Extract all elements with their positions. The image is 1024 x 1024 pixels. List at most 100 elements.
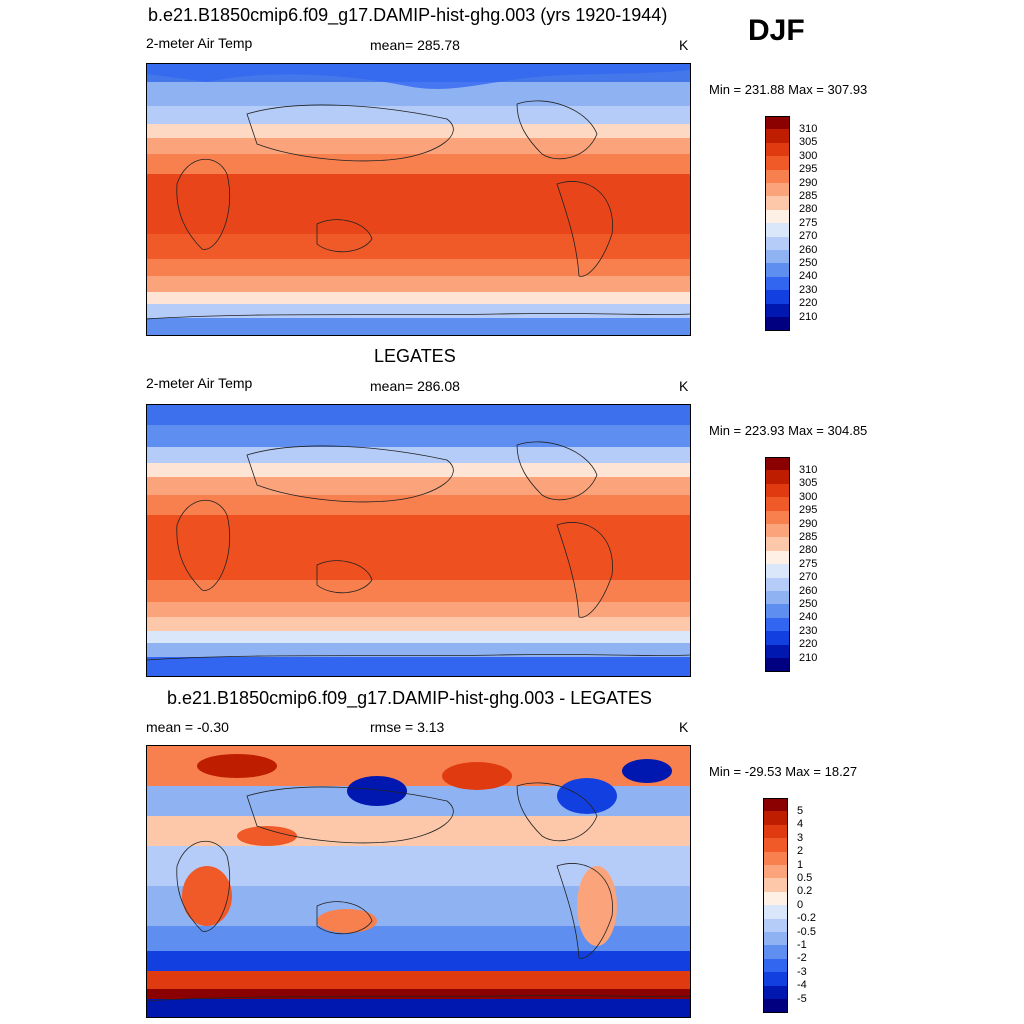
panel-2-map <box>146 404 691 677</box>
colorbar-tick-label: 280 <box>799 203 818 216</box>
colorbar-swatch <box>765 156 790 171</box>
colorbar-tick-label: 305 <box>799 136 818 149</box>
panel-3-rmse-label: rmse = 3.13 <box>370 719 445 735</box>
panel-1-variable-label: 2-meter Air Temp <box>146 35 253 51</box>
panel-2-title: LEGATES <box>374 346 456 366</box>
colorbar-tick-label: 250 <box>799 597 818 610</box>
colorbar-swatch <box>765 537 790 552</box>
colorbar-tick-label: -0.2 <box>797 912 816 925</box>
colorbar-swatch <box>765 497 790 512</box>
colorbar-tick-label: 3 <box>797 831 804 844</box>
colorbar-tick-label: -4 <box>797 979 807 992</box>
colorbar-swatch <box>765 617 790 632</box>
colorbar-tick-label: 260 <box>799 243 818 256</box>
colorbar-tick-label: 295 <box>799 163 818 176</box>
colorbar-tick-label: 305 <box>799 477 818 490</box>
colorbar-tick-label: 300 <box>799 149 818 162</box>
colorbar-swatch <box>765 604 790 619</box>
panel-1-map-field <box>147 64 690 335</box>
colorbar-swatch <box>763 824 788 839</box>
panel-1-title: b.e21.B1850cmip6.f09_g17.DAMIP-hist-ghg.… <box>148 5 668 25</box>
colorbar-tick-label: 290 <box>799 176 818 189</box>
colorbar-tick-label: 0 <box>797 898 804 911</box>
colorbar-swatch <box>763 932 788 946</box>
colorbar-tick-label: 285 <box>799 530 818 543</box>
colorbar-swatch <box>765 290 790 305</box>
panel-2-mean-label: mean= 286.08 <box>370 378 460 394</box>
colorbar-tick-label: 210 <box>799 310 818 323</box>
panel-3-title: b.e21.B1850cmip6.f09_g17.DAMIP-hist-ghg.… <box>167 688 652 708</box>
colorbar-swatch <box>763 905 788 920</box>
panel-3-map-field <box>147 746 690 1017</box>
panel-1-colorbar: 310 305 300 295 290 285 280 275 270 260 250 240 230 2… <box>765 116 835 331</box>
colorbar-tick-label: 285 <box>799 189 818 202</box>
colorbar-tick-label: 310 <box>799 463 818 476</box>
colorbar-tick-label: 290 <box>799 517 818 530</box>
colorbar-tick-label: 275 <box>799 557 818 570</box>
panel-2-variable-label: 2-meter Air Temp <box>146 375 253 391</box>
colorbar-tick-label: -5 <box>797 992 807 1005</box>
panel-2-colorbar: 310 305 300 295 290 285 280 275 270 260 250 240 230 2… <box>765 457 835 672</box>
colorbar-swatch <box>765 483 790 498</box>
colorbar-tick-label: 0.2 <box>797 885 813 898</box>
colorbar-swatch <box>763 918 788 933</box>
colorbar-swatch <box>763 811 788 826</box>
colorbar-swatch <box>765 169 790 184</box>
colorbar-tick-label: 4 <box>797 818 804 831</box>
colorbar-tick-label: 1 <box>797 858 804 871</box>
colorbar-tick-label: 300 <box>799 490 818 503</box>
colorbar-tick-label: 280 <box>799 544 818 557</box>
colorbar-swatch <box>765 276 790 291</box>
colorbar-swatch <box>763 798 788 812</box>
colorbar-swatch <box>765 223 790 238</box>
colorbar-swatch <box>765 470 790 485</box>
colorbar-tick-label: 250 <box>799 256 818 269</box>
colorbar-swatch <box>763 838 788 853</box>
colorbar-swatch <box>763 865 788 879</box>
colorbar-tick-label: 260 <box>799 584 818 597</box>
colorbar-swatch <box>765 196 790 211</box>
colorbar-swatch <box>765 303 790 318</box>
panel-3-minmax-label: Min = -29.53 Max = 18.27 <box>709 764 858 779</box>
colorbar-tick-label: 310 <box>799 122 818 135</box>
panel-1-mean-label: mean= 285.78 <box>370 37 460 53</box>
colorbar-tick-label: 270 <box>799 230 818 243</box>
panel-1-units-label: K <box>679 37 689 53</box>
colorbar-swatch <box>765 116 790 130</box>
colorbar-swatch <box>765 550 790 565</box>
colorbar-swatch <box>765 591 790 605</box>
colorbar-swatch <box>763 985 788 1000</box>
colorbar-tick-label: 230 <box>799 624 818 637</box>
colorbar-tick-label: 0.5 <box>797 871 813 884</box>
colorbar-tick-label: 295 <box>799 504 818 517</box>
colorbar-swatch <box>765 183 790 197</box>
panel-1-map <box>146 63 691 336</box>
colorbar-tick-label: 270 <box>799 571 818 584</box>
panel-1-minmax-label: Min = 231.88 Max = 307.93 <box>709 82 868 97</box>
colorbar-swatch <box>765 250 790 264</box>
colorbar-tick-label: 230 <box>799 283 818 296</box>
colorbar-tick-label: -2 <box>797 952 807 965</box>
colorbar-tick-label: 220 <box>799 297 818 310</box>
colorbar-tick-label: -0.5 <box>797 925 816 938</box>
panel-3-map <box>146 745 691 1018</box>
colorbar-swatch <box>765 510 790 525</box>
colorbar-swatch <box>763 878 788 893</box>
colorbar-swatch <box>765 209 790 224</box>
colorbar-swatch <box>763 999 788 1013</box>
colorbar-swatch <box>763 851 788 866</box>
colorbar-swatch <box>765 142 790 157</box>
colorbar-swatch <box>765 236 790 251</box>
colorbar-swatch <box>763 972 788 987</box>
colorbar-swatch <box>765 524 790 538</box>
colorbar-tick-label: -3 <box>797 965 807 978</box>
colorbar-swatch <box>765 644 790 659</box>
colorbar-tick-label: 210 <box>799 651 818 664</box>
panel-3-colorbar: 5 4 3 2 1 0.5 0.2 0 -0.2 -0.5 -1 -2 -3 -4 -5 <box>763 798 833 1013</box>
colorbar-swatch <box>765 457 790 471</box>
colorbar-tick-label: 275 <box>799 216 818 229</box>
colorbar-swatch <box>763 958 788 973</box>
colorbar-swatch <box>765 658 790 672</box>
colorbar-swatch <box>765 129 790 144</box>
colorbar-swatch <box>765 631 790 646</box>
